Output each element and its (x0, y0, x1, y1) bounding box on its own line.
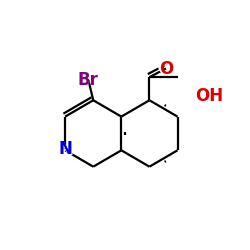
Text: Br: Br (78, 71, 99, 89)
Text: N: N (58, 140, 72, 158)
Text: O: O (159, 60, 173, 78)
Text: O: O (156, 58, 176, 78)
Text: OH: OH (195, 88, 223, 106)
Text: Br: Br (74, 70, 102, 90)
Text: N: N (56, 139, 74, 159)
Text: OH: OH (195, 86, 232, 106)
